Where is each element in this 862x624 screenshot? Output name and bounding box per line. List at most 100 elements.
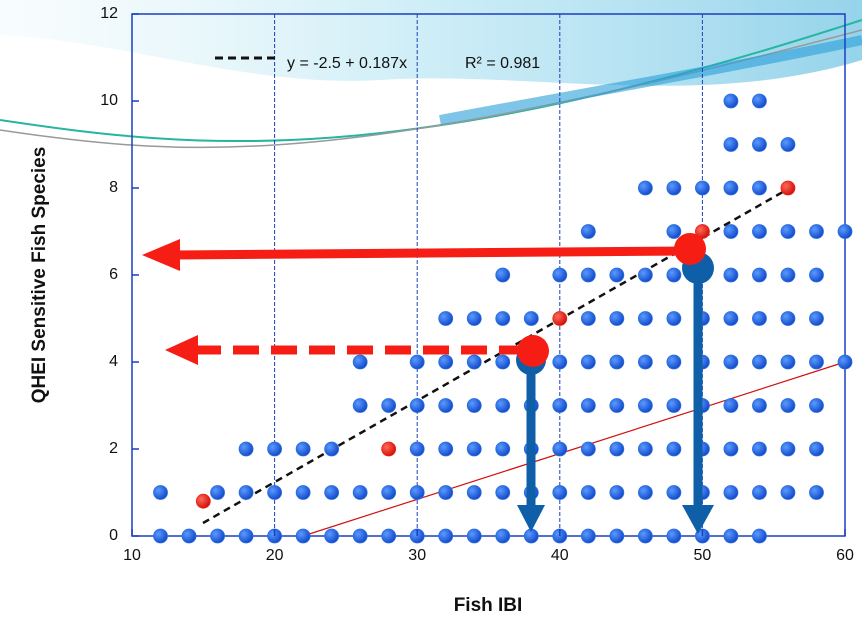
point [752,93,767,109]
point [438,441,454,457]
point [495,267,511,283]
arrow-head [682,505,714,534]
point [752,224,767,239]
point [752,485,767,500]
point [580,441,596,457]
point [752,180,767,196]
point [637,441,653,457]
point [723,224,739,239]
point [295,485,311,500]
point [609,398,625,413]
point [837,354,853,370]
point [752,354,767,370]
point [552,485,568,500]
point [495,441,511,457]
point [723,354,739,370]
point [466,354,482,370]
point [438,528,454,544]
point [723,528,739,544]
point [495,398,511,413]
point [780,354,796,370]
point [438,398,454,413]
point [809,224,824,239]
point [153,485,168,500]
marker [517,335,549,367]
point [438,354,454,370]
point [809,311,824,326]
point [666,224,682,239]
arrow [174,246,691,260]
y-tick-label: 6 [109,266,118,283]
marker [674,233,706,265]
point [381,441,397,457]
point [324,485,340,500]
point [267,485,283,500]
point [780,224,796,239]
point [637,311,653,326]
decoration [0,0,862,149]
y-tick-label: 12 [100,5,118,22]
point [324,441,340,457]
point [609,354,625,370]
point [495,485,511,500]
point [352,485,368,500]
point [580,528,596,544]
point [809,354,824,370]
point [723,93,739,109]
point [723,180,739,196]
equation: y = -2.5 + 0.187x [287,55,407,72]
point [466,485,482,500]
point [409,398,425,413]
point [381,528,397,544]
y-tick-label: 8 [109,179,118,196]
point [780,485,796,500]
points [153,93,853,544]
point [238,528,254,544]
point [666,441,682,457]
point [238,485,254,500]
y-tick-label: 2 [109,440,118,457]
point [809,398,824,413]
y-tick-label: 4 [109,353,118,370]
equation-legend: y = -2.5 + 0.187x R² = 0.981 [215,55,540,72]
point [552,441,568,457]
point [637,267,653,283]
point [495,354,511,370]
point [552,354,568,370]
point [580,398,596,413]
point [780,441,796,457]
point [495,528,511,544]
point [495,311,511,326]
point [780,311,796,326]
point [295,528,311,544]
arrow-head [517,505,545,532]
y-tick-label: 0 [109,527,118,544]
point [752,137,767,152]
point [666,354,682,370]
point [637,528,653,544]
x-axis-title: Fish IBI [454,595,523,616]
y-tick-label: 10 [100,92,118,109]
x-tick-label: 40 [551,547,569,564]
x-tick-label: 60 [836,547,854,564]
reference-line [302,361,846,537]
point [609,441,625,457]
point [666,398,682,413]
point [552,267,568,283]
point [637,180,653,196]
point [666,485,682,500]
point [609,267,625,283]
point [809,267,824,283]
point [723,267,739,283]
point [523,311,539,326]
point [580,354,596,370]
point [752,528,767,544]
point [723,137,739,152]
point [723,441,739,457]
point [809,441,824,457]
point [409,354,425,370]
point [381,485,397,500]
point [153,528,168,544]
point [723,398,739,413]
